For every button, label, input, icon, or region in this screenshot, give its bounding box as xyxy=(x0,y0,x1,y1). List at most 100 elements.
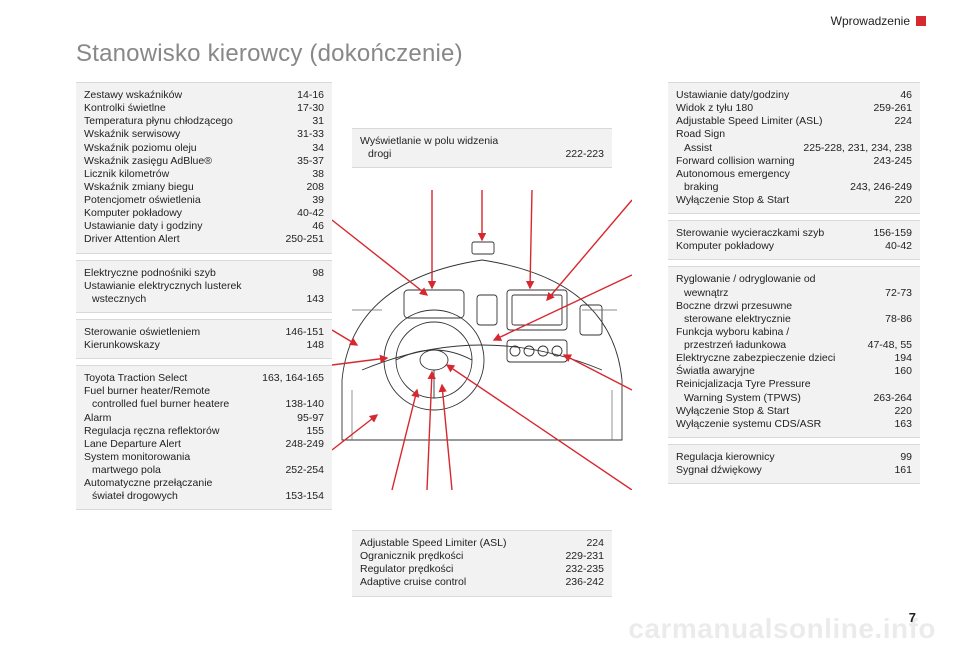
index-label: Ustawianie daty i godziny xyxy=(84,220,312,233)
index-pages: 31 xyxy=(312,115,324,128)
index-row: Sterowanie wycieraczkami szyb156-159 xyxy=(676,227,912,240)
index-pages: 99 xyxy=(900,451,912,464)
index-row: przestrzeń ładunkowa47-48, 55 xyxy=(676,339,912,352)
index-pages: 98 xyxy=(312,267,324,280)
index-row: Autonomous emergency xyxy=(676,168,912,181)
index-label: Temperatura płynu chłodzącego xyxy=(84,115,312,128)
index-label: Kierunkowskazy xyxy=(84,339,306,352)
index-label: Adjustable Speed Limiter (ASL) xyxy=(360,537,586,550)
index-pages: 155 xyxy=(306,425,324,438)
index-row: Automatyczne przełączanie xyxy=(84,477,324,490)
mid-group-2: Adjustable Speed Limiter (ASL)224Ogranic… xyxy=(352,530,612,597)
index-row: Ustawianie elektrycznych lusterek xyxy=(84,280,324,293)
index-row: Ustawianie daty/godziny46 xyxy=(676,89,912,102)
index-pages: 161 xyxy=(894,464,912,477)
index-label: Assist xyxy=(676,142,803,155)
index-row: Wskaźnik zmiany biegu208 xyxy=(84,181,324,194)
header-marker xyxy=(916,16,926,26)
index-label: Komputer pokładowy xyxy=(84,207,297,220)
index-pages: 72-73 xyxy=(885,287,912,300)
index-row: sterowane elektrycznie78-86 xyxy=(676,313,912,326)
index-pages: 220 xyxy=(894,405,912,418)
index-label: Ustawianie elektrycznych lusterek xyxy=(84,280,324,293)
index-row: Wskaźnik serwisowy31-33 xyxy=(84,128,324,141)
right-column: Ustawianie daty/godziny46Widok z tyłu 18… xyxy=(668,82,920,490)
index-pages: 40-42 xyxy=(885,240,912,253)
index-pages: 143 xyxy=(306,293,324,306)
left-group-0: Zestawy wskaźników14-16Kontrolki świetln… xyxy=(76,82,332,254)
index-pages: 148 xyxy=(306,339,324,352)
index-pages: 248-249 xyxy=(285,438,324,451)
mid-column-2: Adjustable Speed Limiter (ASL)224Ogranic… xyxy=(352,530,612,603)
index-pages: 46 xyxy=(312,220,324,233)
index-label: sterowane elektrycznie xyxy=(676,313,885,326)
index-label: Warning System (TPWS) xyxy=(676,392,873,405)
right-group-3: Regulacja kierownicy99Sygnał dźwiękowy16… xyxy=(668,444,920,484)
index-pages: 163 xyxy=(894,418,912,431)
index-label: Ryglowanie / odryglowanie od xyxy=(676,273,912,286)
index-row: Komputer pokładowy40-42 xyxy=(84,207,324,220)
index-label: Adaptive cruise control xyxy=(360,576,565,589)
index-row: Temperatura płynu chłodzącego31 xyxy=(84,115,324,128)
index-label: System monitorowania xyxy=(84,451,324,464)
index-pages: 229-231 xyxy=(565,550,604,563)
index-row: Adaptive cruise control236-242 xyxy=(360,576,604,589)
right-group-2: Ryglowanie / odryglowanie odwewnątrz72-7… xyxy=(668,266,920,438)
right-group-1: Sterowanie wycieraczkami szyb156-159Komp… xyxy=(668,220,920,260)
index-row: Adjustable Speed Limiter (ASL)224 xyxy=(676,115,912,128)
index-row: Regulacja ręczna reflektorów155 xyxy=(84,425,324,438)
index-row: Światła awaryjne160 xyxy=(676,365,912,378)
index-pages: 224 xyxy=(894,115,912,128)
index-label: Lane Departure Alert xyxy=(84,438,285,451)
index-label: Regulacja kierownicy xyxy=(676,451,900,464)
index-pages: 222-223 xyxy=(565,148,604,161)
index-row: Lane Departure Alert248-249 xyxy=(84,438,324,451)
index-row: Reinicjalizacja Tyre Pressure xyxy=(676,378,912,391)
index-label: Elektryczne zabezpieczenie dzieci xyxy=(676,352,894,365)
index-row: Driver Attention Alert250-251 xyxy=(84,233,324,246)
index-pages: 194 xyxy=(894,352,912,365)
index-pages: 243-245 xyxy=(873,155,912,168)
index-label: Licznik kilometrów xyxy=(84,168,312,181)
index-row: wstecznych143 xyxy=(84,293,324,306)
header-section: Wprowadzenie xyxy=(831,14,910,28)
index-label: Boczne drzwi przesuwne xyxy=(676,300,912,313)
index-pages: 46 xyxy=(900,89,912,102)
index-label: przestrzeń ładunkowa xyxy=(676,339,868,352)
page: Wprowadzenie Stanowisko kierowcy (dokońc… xyxy=(0,0,960,649)
index-pages: 138-140 xyxy=(285,398,324,411)
index-label: drogi xyxy=(360,148,565,161)
index-label: Funkcja wyboru kabina / xyxy=(676,326,912,339)
index-pages: 47-48, 55 xyxy=(868,339,912,352)
index-row: Kontrolki świetlne17-30 xyxy=(84,102,324,115)
index-label: Wskaźnik zasięgu AdBlue® xyxy=(84,155,297,168)
index-row: Assist225-228, 231, 234, 238 xyxy=(676,142,912,155)
index-row: Sterowanie oświetleniem146-151 xyxy=(84,326,324,339)
index-pages: 224 xyxy=(586,537,604,550)
index-label: Autonomous emergency xyxy=(676,168,912,181)
index-row: braking243, 246-249 xyxy=(676,181,912,194)
index-label: Potencjometr oświetlenia xyxy=(84,194,312,207)
index-row: Ogranicznik prędkości229-231 xyxy=(360,550,604,563)
index-pages: 252-254 xyxy=(285,464,324,477)
index-pages: 34 xyxy=(312,142,324,155)
index-row: Regulator prędkości232-235 xyxy=(360,563,604,576)
index-label: świateł drogowych xyxy=(84,490,285,503)
index-pages: 146-151 xyxy=(285,326,324,339)
index-label: Komputer pokładowy xyxy=(676,240,885,253)
mid-group-1: Wyświetlanie w polu widzeniadrogi222-223 xyxy=(352,128,612,168)
index-pages: 156-159 xyxy=(873,227,912,240)
index-row: Boczne drzwi przesuwne xyxy=(676,300,912,313)
index-row: świateł drogowych153-154 xyxy=(84,490,324,503)
index-pages: 40-42 xyxy=(297,207,324,220)
index-label: Automatyczne przełączanie xyxy=(84,477,324,490)
dashboard-diagram xyxy=(332,190,632,490)
index-row: Potencjometr oświetlenia39 xyxy=(84,194,324,207)
index-pages: 78-86 xyxy=(885,313,912,326)
index-label: wstecznych xyxy=(84,293,306,306)
index-row: Sygnał dźwiękowy161 xyxy=(676,464,912,477)
index-row: Toyota Traction Select163, 164-165 xyxy=(84,372,324,385)
index-row: Elektryczne podnośniki szyb98 xyxy=(84,267,324,280)
index-label: Widok z tyłu 180 xyxy=(676,102,873,115)
index-label: Światła awaryjne xyxy=(676,365,894,378)
